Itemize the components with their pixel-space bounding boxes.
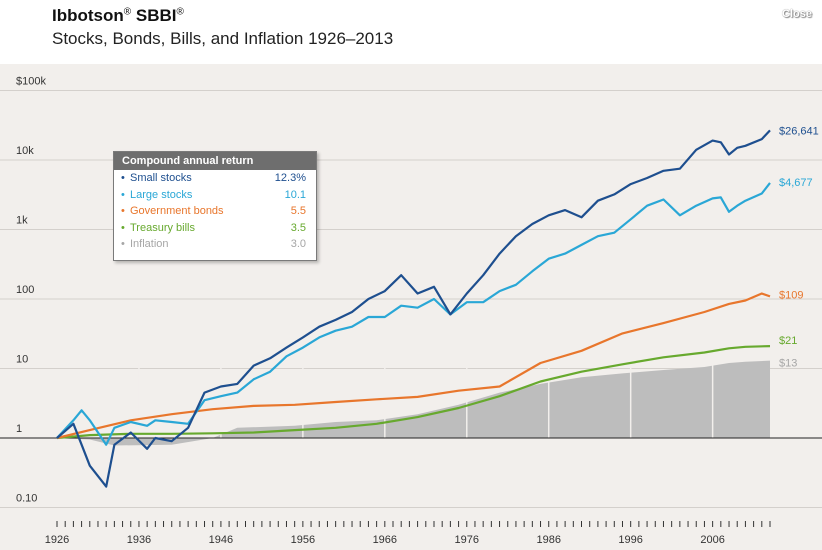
legend-item: • Large stocks 10.1: [114, 187, 316, 204]
chart-subtitle: Stocks, Bonds, Bills, and Inflation 1926…: [52, 29, 394, 48]
legend-item-name: Small stocks: [130, 172, 192, 184]
x-tick-label: 1976: [455, 534, 479, 546]
end-value-label: $21: [779, 335, 797, 347]
x-tick-label: 2006: [700, 534, 724, 546]
series-line-large-stocks: [56, 182, 771, 446]
x-tick-label: 1996: [618, 534, 642, 546]
legend-item-value: 5.5: [290, 205, 306, 218]
x-tick-label: 1956: [291, 534, 315, 546]
series-line-small-stocks: [56, 129, 771, 488]
inflation-area: [57, 360, 770, 446]
x-tick-label: 1946: [209, 534, 233, 546]
y-tick-label: 1: [16, 423, 22, 435]
chart-title: Ibbotson® SBBI®: [52, 6, 184, 25]
y-tick-label: 10: [16, 354, 28, 366]
legend-item-name: Treasury bills: [130, 221, 195, 234]
x-tick-label: 1936: [127, 534, 151, 546]
legend-item-value: 12.3%: [274, 172, 306, 184]
close-button[interactable]: Close: [782, 8, 812, 20]
legend-bullet-icon: •: [121, 205, 125, 218]
y-tick-label: 100: [16, 284, 34, 296]
legend-item-name: Government bonds: [130, 205, 224, 218]
y-tick-label: 1k: [16, 215, 28, 227]
legend-item-name: Large stocks: [130, 188, 193, 201]
legend-box: Compound annual return • Small stocks 12.…: [113, 151, 317, 261]
legend-item-value: 3.0: [290, 238, 306, 251]
series-line-government-bonds: [56, 292, 771, 440]
legend-item-name: Inflation: [130, 238, 169, 251]
legend-item: • Inflation 3.0: [114, 236, 316, 253]
x-tick-label: 1966: [373, 534, 397, 546]
y-tick-label: 0.10: [16, 493, 37, 505]
legend-rows: • Small stocks 12.3% • Large stocks 10.1 • G…: [114, 170, 316, 253]
legend-bullet-icon: •: [121, 188, 125, 201]
end-value-label: $13: [779, 358, 797, 370]
chart-header: Ibbotson® SBBI® Stocks, Bonds, Bills, an…: [0, 0, 822, 64]
y-tick-label: $100k: [16, 76, 46, 88]
legend-item-value: 10.1: [284, 188, 306, 201]
legend-item: • Small stocks 12.3%: [114, 170, 316, 187]
end-value-label: $109: [779, 289, 803, 301]
legend-bullet-icon: •: [121, 172, 125, 184]
legend-bullet-icon: •: [121, 238, 125, 251]
legend-item: • Treasury bills 3.5: [114, 220, 316, 237]
legend-item: • Government bonds 5.5: [114, 203, 316, 220]
legend-heading: Compound annual return: [114, 152, 316, 170]
legend-item-value: 3.5: [290, 221, 306, 234]
end-value-label: $4,677: [779, 177, 813, 189]
series-line-treasury-bills: [56, 345, 771, 440]
x-tick-label: 1986: [536, 534, 560, 546]
legend-bullet-icon: •: [121, 221, 125, 234]
end-value-label: $26,641: [779, 125, 819, 137]
x-tick-label: 1926: [45, 534, 69, 546]
y-tick-label: 10k: [16, 145, 34, 157]
